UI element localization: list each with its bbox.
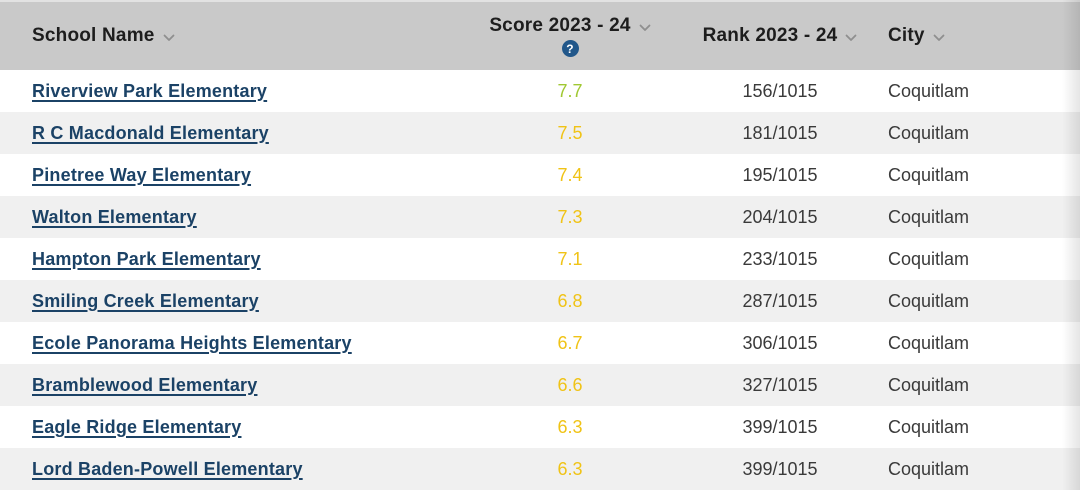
score-value: 7.1 [557,248,583,269]
score-value: 6.3 [557,458,583,479]
school-link[interactable]: Walton Elementary [32,206,197,227]
rank-value: 195/1015 [742,164,818,185]
city-value: Coquitlam [888,416,970,437]
school-link[interactable]: Pinetree Way Elementary [32,164,252,185]
chevron-down-icon [639,24,651,31]
school-link[interactable]: Bramblewood Elementary [32,374,258,395]
city-value: Coquitlam [888,206,970,227]
column-header-label: Score 2023 - 24 [489,15,631,36]
table-header: School Name Score 2023 - 24 ? Rank 2023 … [0,0,1080,70]
city-value: Coquitlam [888,458,970,479]
city-value: Coquitlam [888,164,970,185]
table-row: Eagle Ridge Elementary 6.3 399/1015 Coqu… [0,406,1080,448]
chevron-down-icon [163,34,174,41]
table-row: Walton Elementary 7.3 204/1015 Coquitlam [0,196,1080,238]
school-name-cell: R C Macdonald Elementary [0,123,460,144]
school-name-cell: Ecole Panorama Heights Elementary [0,333,460,354]
table-row: R C Macdonald Elementary 7.5 181/1015 Co… [0,112,1080,154]
school-name-cell: Smiling Creek Elementary [0,291,460,312]
score-value: 6.3 [557,416,583,437]
table-row: Riverview Park Elementary 7.7 156/1015 C… [0,70,1080,112]
school-link[interactable]: Riverview Park Elementary [32,80,268,101]
table-row: Ecole Panorama Heights Elementary 6.7 30… [0,322,1080,364]
table-row: Bramblewood Elementary 6.6 327/1015 Coqu… [0,364,1080,406]
rank-value: 399/1015 [742,458,818,479]
column-header-label: School Name [32,25,155,46]
column-header-label: Rank 2023 - 24 [702,25,838,46]
school-link[interactable]: Ecole Panorama Heights Elementary [32,332,352,353]
school-name-cell: Hampton Park Elementary [0,249,460,270]
column-header-label: City [888,25,925,46]
column-header-city[interactable]: City [880,2,1080,70]
table-row: Lord Baden-Powell Elementary 6.3 399/101… [0,448,1080,490]
school-name-cell: Pinetree Way Elementary [0,165,460,186]
chevron-down-icon [846,34,857,41]
school-link[interactable]: R C Macdonald Elementary [32,122,269,143]
rank-value: 287/1015 [742,290,818,311]
city-value: Coquitlam [888,290,970,311]
school-name-cell: Lord Baden-Powell Elementary [0,459,460,480]
column-header-school-name[interactable]: School Name [0,2,460,70]
school-name-cell: Walton Elementary [0,207,460,228]
school-name-cell: Bramblewood Elementary [0,375,460,396]
rank-value: 306/1015 [742,332,818,353]
score-value: 6.7 [557,332,583,353]
rank-value: 156/1015 [742,80,818,101]
rank-value: 181/1015 [742,122,818,143]
table-body: Riverview Park Elementary 7.7 156/1015 C… [0,70,1080,490]
column-header-rank[interactable]: Rank 2023 - 24 [680,2,880,70]
rank-value: 233/1015 [742,248,818,269]
score-value: 7.3 [557,206,583,227]
school-link[interactable]: Lord Baden-Powell Elementary [32,458,303,479]
school-link[interactable]: Hampton Park Elementary [32,248,261,269]
score-value: 7.4 [557,164,583,185]
rank-value: 204/1015 [742,206,818,227]
column-header-score[interactable]: Score 2023 - 24 ? [460,2,680,70]
city-value: Coquitlam [888,332,970,353]
rank-value: 327/1015 [742,374,818,395]
score-value: 6.6 [557,374,583,395]
school-link[interactable]: Eagle Ridge Elementary [32,416,242,437]
score-value: 7.7 [557,80,583,101]
school-name-cell: Riverview Park Elementary [0,81,460,102]
score-value: 7.5 [557,122,583,143]
table-row: Pinetree Way Elementary 7.4 195/1015 Coq… [0,154,1080,196]
city-value: Coquitlam [888,248,970,269]
table-row: Smiling Creek Elementary 6.8 287/1015 Co… [0,280,1080,322]
score-value: 6.8 [557,290,583,311]
table-row: Hampton Park Elementary 7.1 233/1015 Coq… [0,238,1080,280]
city-value: Coquitlam [888,80,970,101]
chevron-down-icon [933,34,945,41]
school-link[interactable]: Smiling Creek Elementary [32,290,259,311]
city-value: Coquitlam [888,122,970,143]
rank-value: 399/1015 [742,416,818,437]
help-icon[interactable]: ? [561,40,579,57]
school-name-cell: Eagle Ridge Elementary [0,417,460,438]
city-value: Coquitlam [888,374,970,395]
